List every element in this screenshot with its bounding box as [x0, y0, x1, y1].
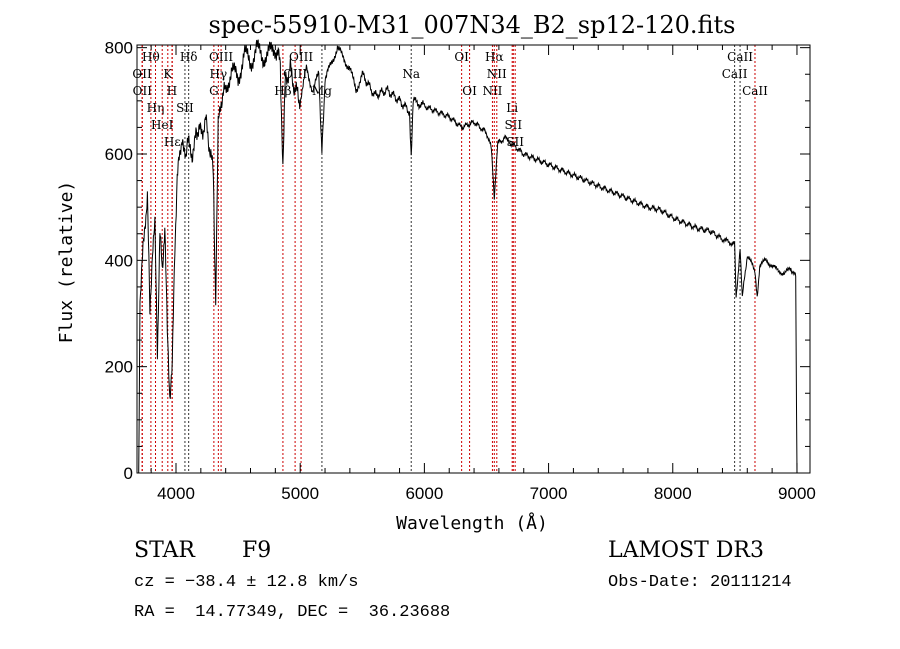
x-tick-label: 4000 — [157, 484, 195, 503]
line-marker-label: OI — [462, 84, 477, 98]
line-marker-label: SII — [176, 101, 194, 115]
line-marker-label: CaII — [742, 84, 768, 98]
line-marker-label: Hη — [147, 101, 165, 115]
line-marker-label: OIII — [289, 50, 313, 64]
line-marker-label: Hε — [164, 135, 181, 149]
object-class: STAR — [134, 538, 195, 563]
line-markers: OIIOIIHθHηHeIKHHεSIIHδGHγOIIIHβOIIIOIIIM… — [132, 45, 768, 473]
y-tick-label: 0 — [124, 464, 133, 483]
line-marker-label: NII — [482, 84, 502, 98]
line-marker-label: CaII — [727, 50, 753, 64]
line-marker-label: SII — [504, 118, 522, 132]
line-marker-label: Mg — [312, 84, 332, 98]
obs-date: Obs-Date: 20111214 — [608, 573, 792, 592]
y-tick-label: 800 — [105, 39, 133, 58]
line-marker-label: Na — [402, 67, 420, 81]
redshift-text: cz = −38.4 ± 12.8 km/s — [134, 573, 359, 592]
survey-label: LAMOST DR3 — [608, 538, 764, 563]
line-marker-label: K — [163, 67, 173, 81]
line-marker-label: Hθ — [142, 50, 160, 64]
plot-frame — [136, 44, 811, 474]
spectrum-line — [138, 39, 798, 474]
chart-title: spec-55910-M31_007N34_B2_sp12-120.fits — [209, 11, 736, 39]
line-marker-label: OII — [133, 84, 153, 98]
subclass: F9 — [242, 538, 272, 563]
line-marker-label: Hα — [485, 50, 504, 64]
x-axis-label: Wavelength (Å) — [396, 512, 548, 534]
y-tick-label: 600 — [105, 145, 133, 164]
y-tick-label: 200 — [105, 358, 133, 377]
line-marker-label: Li — [506, 101, 518, 115]
line-marker-label: Hδ — [180, 50, 198, 64]
coordinates: RA = 14.77349, DEC = 36.23688 — [134, 603, 451, 622]
line-marker-label: HeI — [151, 118, 174, 132]
line-marker-label: OI — [454, 50, 469, 64]
axis-ticks: 4000 5000 6000 7000 8000 9000 0 200 400 600 800 — [105, 39, 816, 503]
x-tick-label: 7000 — [530, 484, 568, 503]
x-tick-label: 5000 — [281, 484, 319, 503]
line-marker-label: NII — [487, 67, 507, 81]
x-tick-label: 8000 — [654, 484, 692, 503]
line-marker-label: G — [209, 84, 219, 98]
line-marker-label: CaII — [722, 67, 748, 81]
line-marker-label: OIII — [209, 50, 233, 64]
y-tick-label: 400 — [105, 251, 133, 270]
line-marker-label: Hγ — [210, 67, 228, 81]
x-tick-label: 6000 — [405, 484, 443, 503]
x-tick-label: 9000 — [778, 484, 816, 503]
y-axis-label: Flux (relative) — [56, 181, 77, 344]
line-marker-label: Hβ — [274, 84, 291, 98]
